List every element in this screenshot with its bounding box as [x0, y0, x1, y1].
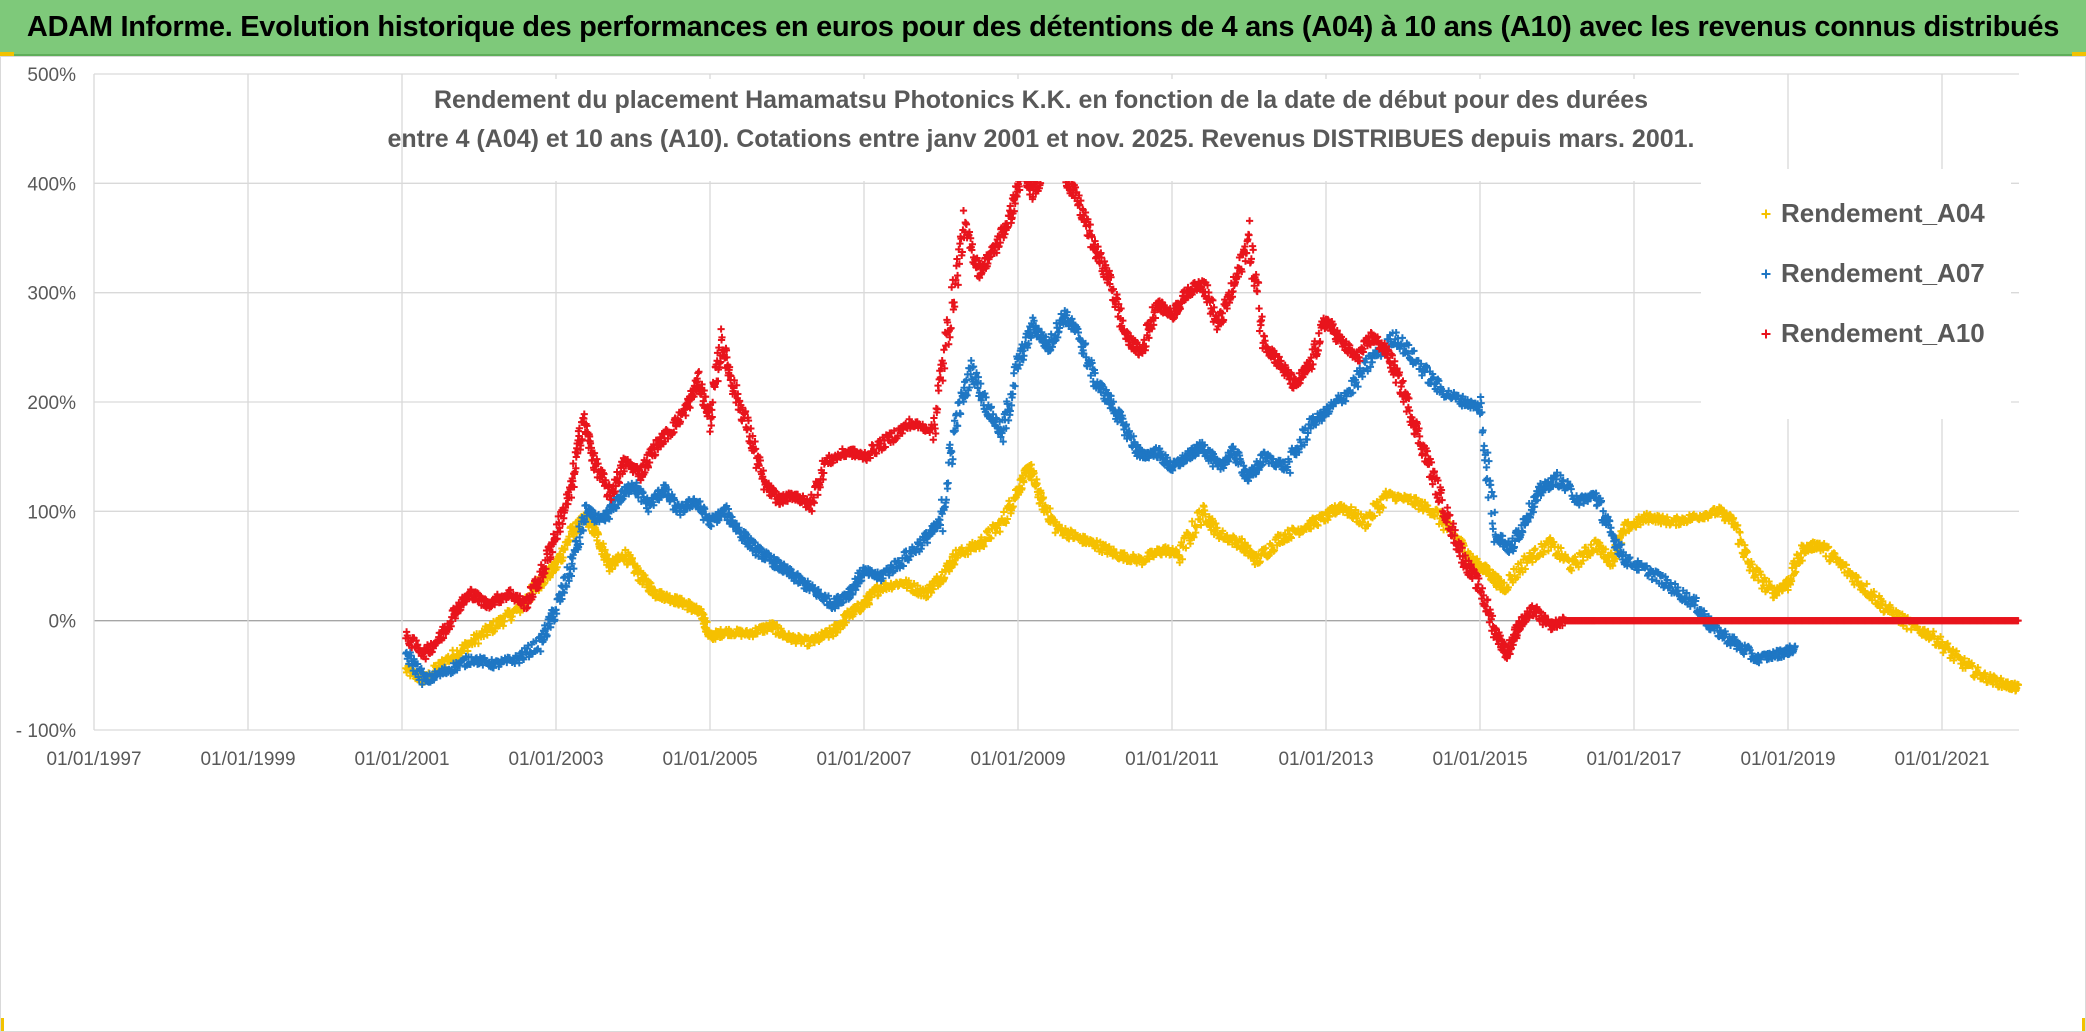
data-point-rendement_a04 — [474, 639, 483, 648]
data-point-rendement_a04 — [842, 618, 850, 627]
data-point-rendement_a04 — [700, 610, 708, 619]
data-point-rendement_a04 — [480, 632, 488, 640]
corner-accent-bottom-left — [0, 1018, 4, 1032]
data-point-rendement_a04 — [874, 591, 882, 599]
data-point-rendement_a07 — [1487, 481, 1495, 489]
data-point-rendement_a07 — [1004, 416, 1013, 424]
data-point-rendement_a04 — [566, 536, 574, 544]
grid-lines — [93, 73, 2019, 731]
data-point-rendement_a04 — [559, 553, 567, 562]
data-point-rendement_a10 — [572, 453, 580, 461]
performance-scatter-chart: 500%400%300%200%100%0%- 100%01/01/1997 01… — [16, 65, 2023, 770]
data-point-rendement_a07 — [1480, 442, 1488, 450]
data-point-rendement_a04 — [561, 545, 569, 554]
data-point-rendement_a04 — [1736, 528, 1744, 537]
data-point-rendement_a10 — [706, 427, 714, 436]
data-point-rendement_a04 — [593, 536, 601, 545]
data-point-rendement_a04 — [599, 540, 607, 548]
chart-area: 500% 400% 300% 200% 100% 0% - 100% 01/01/1997 01… — [0, 56, 2086, 1032]
data-point-rendement_a07 — [1485, 457, 1493, 465]
data-point-rendement_a10 — [695, 368, 703, 376]
data-point-rendement_a04 — [633, 562, 641, 570]
data-point-rendement_a04 — [608, 565, 616, 573]
banner-title: ADAM Informe. Evolution historique des p… — [26, 10, 2060, 43]
data-point-rendement_a07 — [956, 410, 965, 418]
data-point-rendement_a04 — [594, 530, 602, 538]
data-point-rendement_a10 — [580, 410, 588, 418]
data-point-rendement_a10 — [707, 421, 715, 430]
corner-accent-right — [2072, 52, 2086, 56]
data-point-rendement_a04 — [825, 633, 833, 641]
data-point-rendement_a07 — [1476, 393, 1485, 401]
data-point-rendement_a10 — [717, 325, 725, 333]
data-point-rendement_a07 — [1491, 508, 1499, 516]
corner-accent-bottom-right — [2082, 1018, 2086, 1032]
data-point-rendement_a04 — [464, 647, 472, 655]
report-banner: ADAM Informe. Evolution historique des p… — [0, 0, 2086, 56]
data-point-rendement_a07 — [1484, 493, 1492, 502]
data-point-rendement_a04 — [651, 586, 659, 594]
data-point-rendement_a04 — [703, 618, 711, 626]
data-point-rendement_a07 — [944, 479, 952, 487]
data-point-rendement_a04 — [457, 649, 466, 657]
data-point-rendement_a04 — [546, 573, 554, 581]
data-point-rendement_a04 — [868, 593, 876, 601]
data-point-rendement_a07 — [950, 428, 958, 436]
data-point-rendement_a04 — [829, 632, 837, 640]
data-point-rendement_a07 — [1398, 334, 1407, 342]
data-point-rendement_a10 — [747, 424, 755, 433]
data-point-rendement_a04 — [711, 635, 719, 643]
data-point-rendement_a04 — [865, 600, 873, 609]
data-point-rendement_a04 — [810, 639, 819, 647]
data-point-rendement_a04 — [850, 610, 858, 618]
data-point-rendement_a04 — [556, 550, 564, 558]
corner-accent-left — [0, 52, 14, 56]
data-point-rendement_a07 — [1482, 463, 1491, 472]
